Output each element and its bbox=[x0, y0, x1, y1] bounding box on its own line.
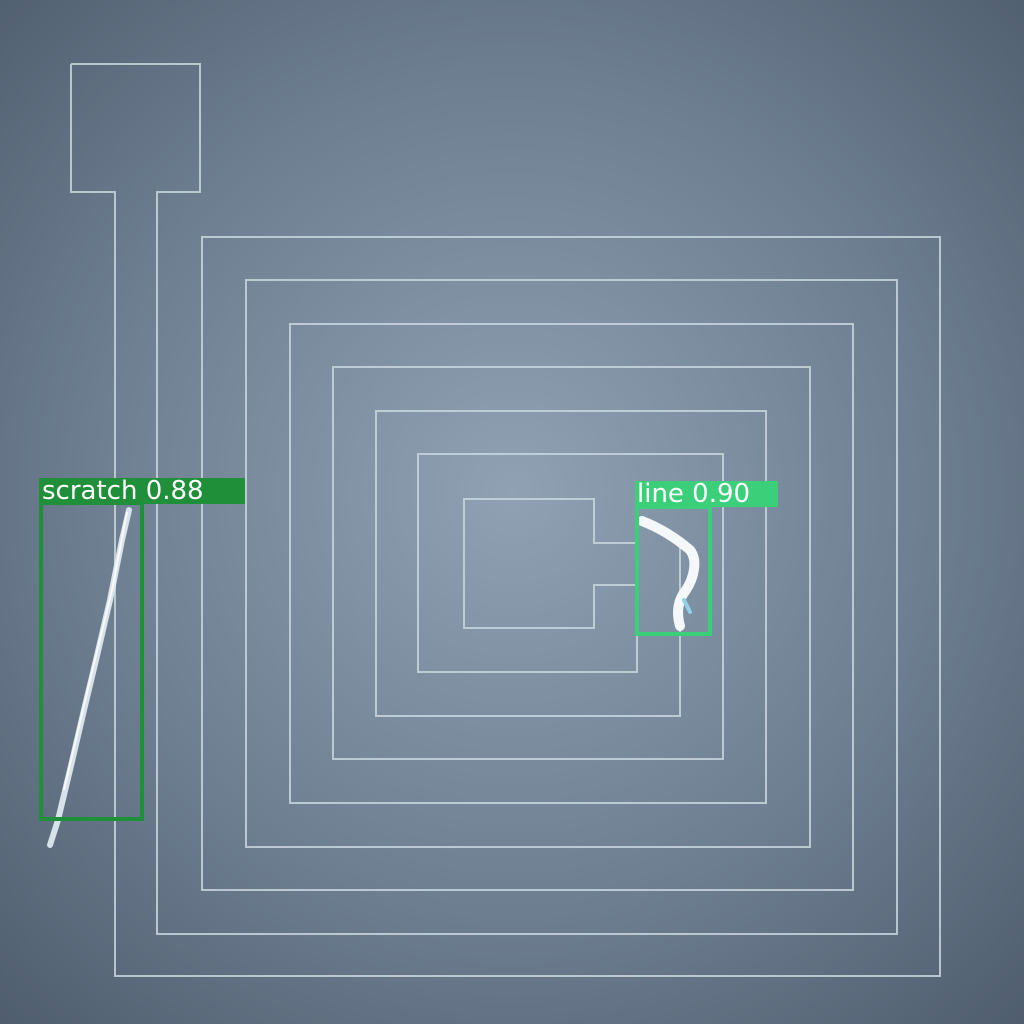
detection-label-bg bbox=[39, 478, 245, 504]
detection-label: scratch 0.88 bbox=[42, 476, 204, 506]
detection-line: line 0.90 bbox=[635, 479, 778, 636]
scratch-defect bbox=[47, 507, 132, 848]
detection-scratch: scratch 0.88 bbox=[39, 476, 245, 821]
spiral-coil-trace bbox=[70, 63, 941, 977]
detection-label: line 0.90 bbox=[637, 479, 750, 509]
detection-label-bg bbox=[635, 481, 778, 507]
line-defect bbox=[637, 516, 700, 631]
